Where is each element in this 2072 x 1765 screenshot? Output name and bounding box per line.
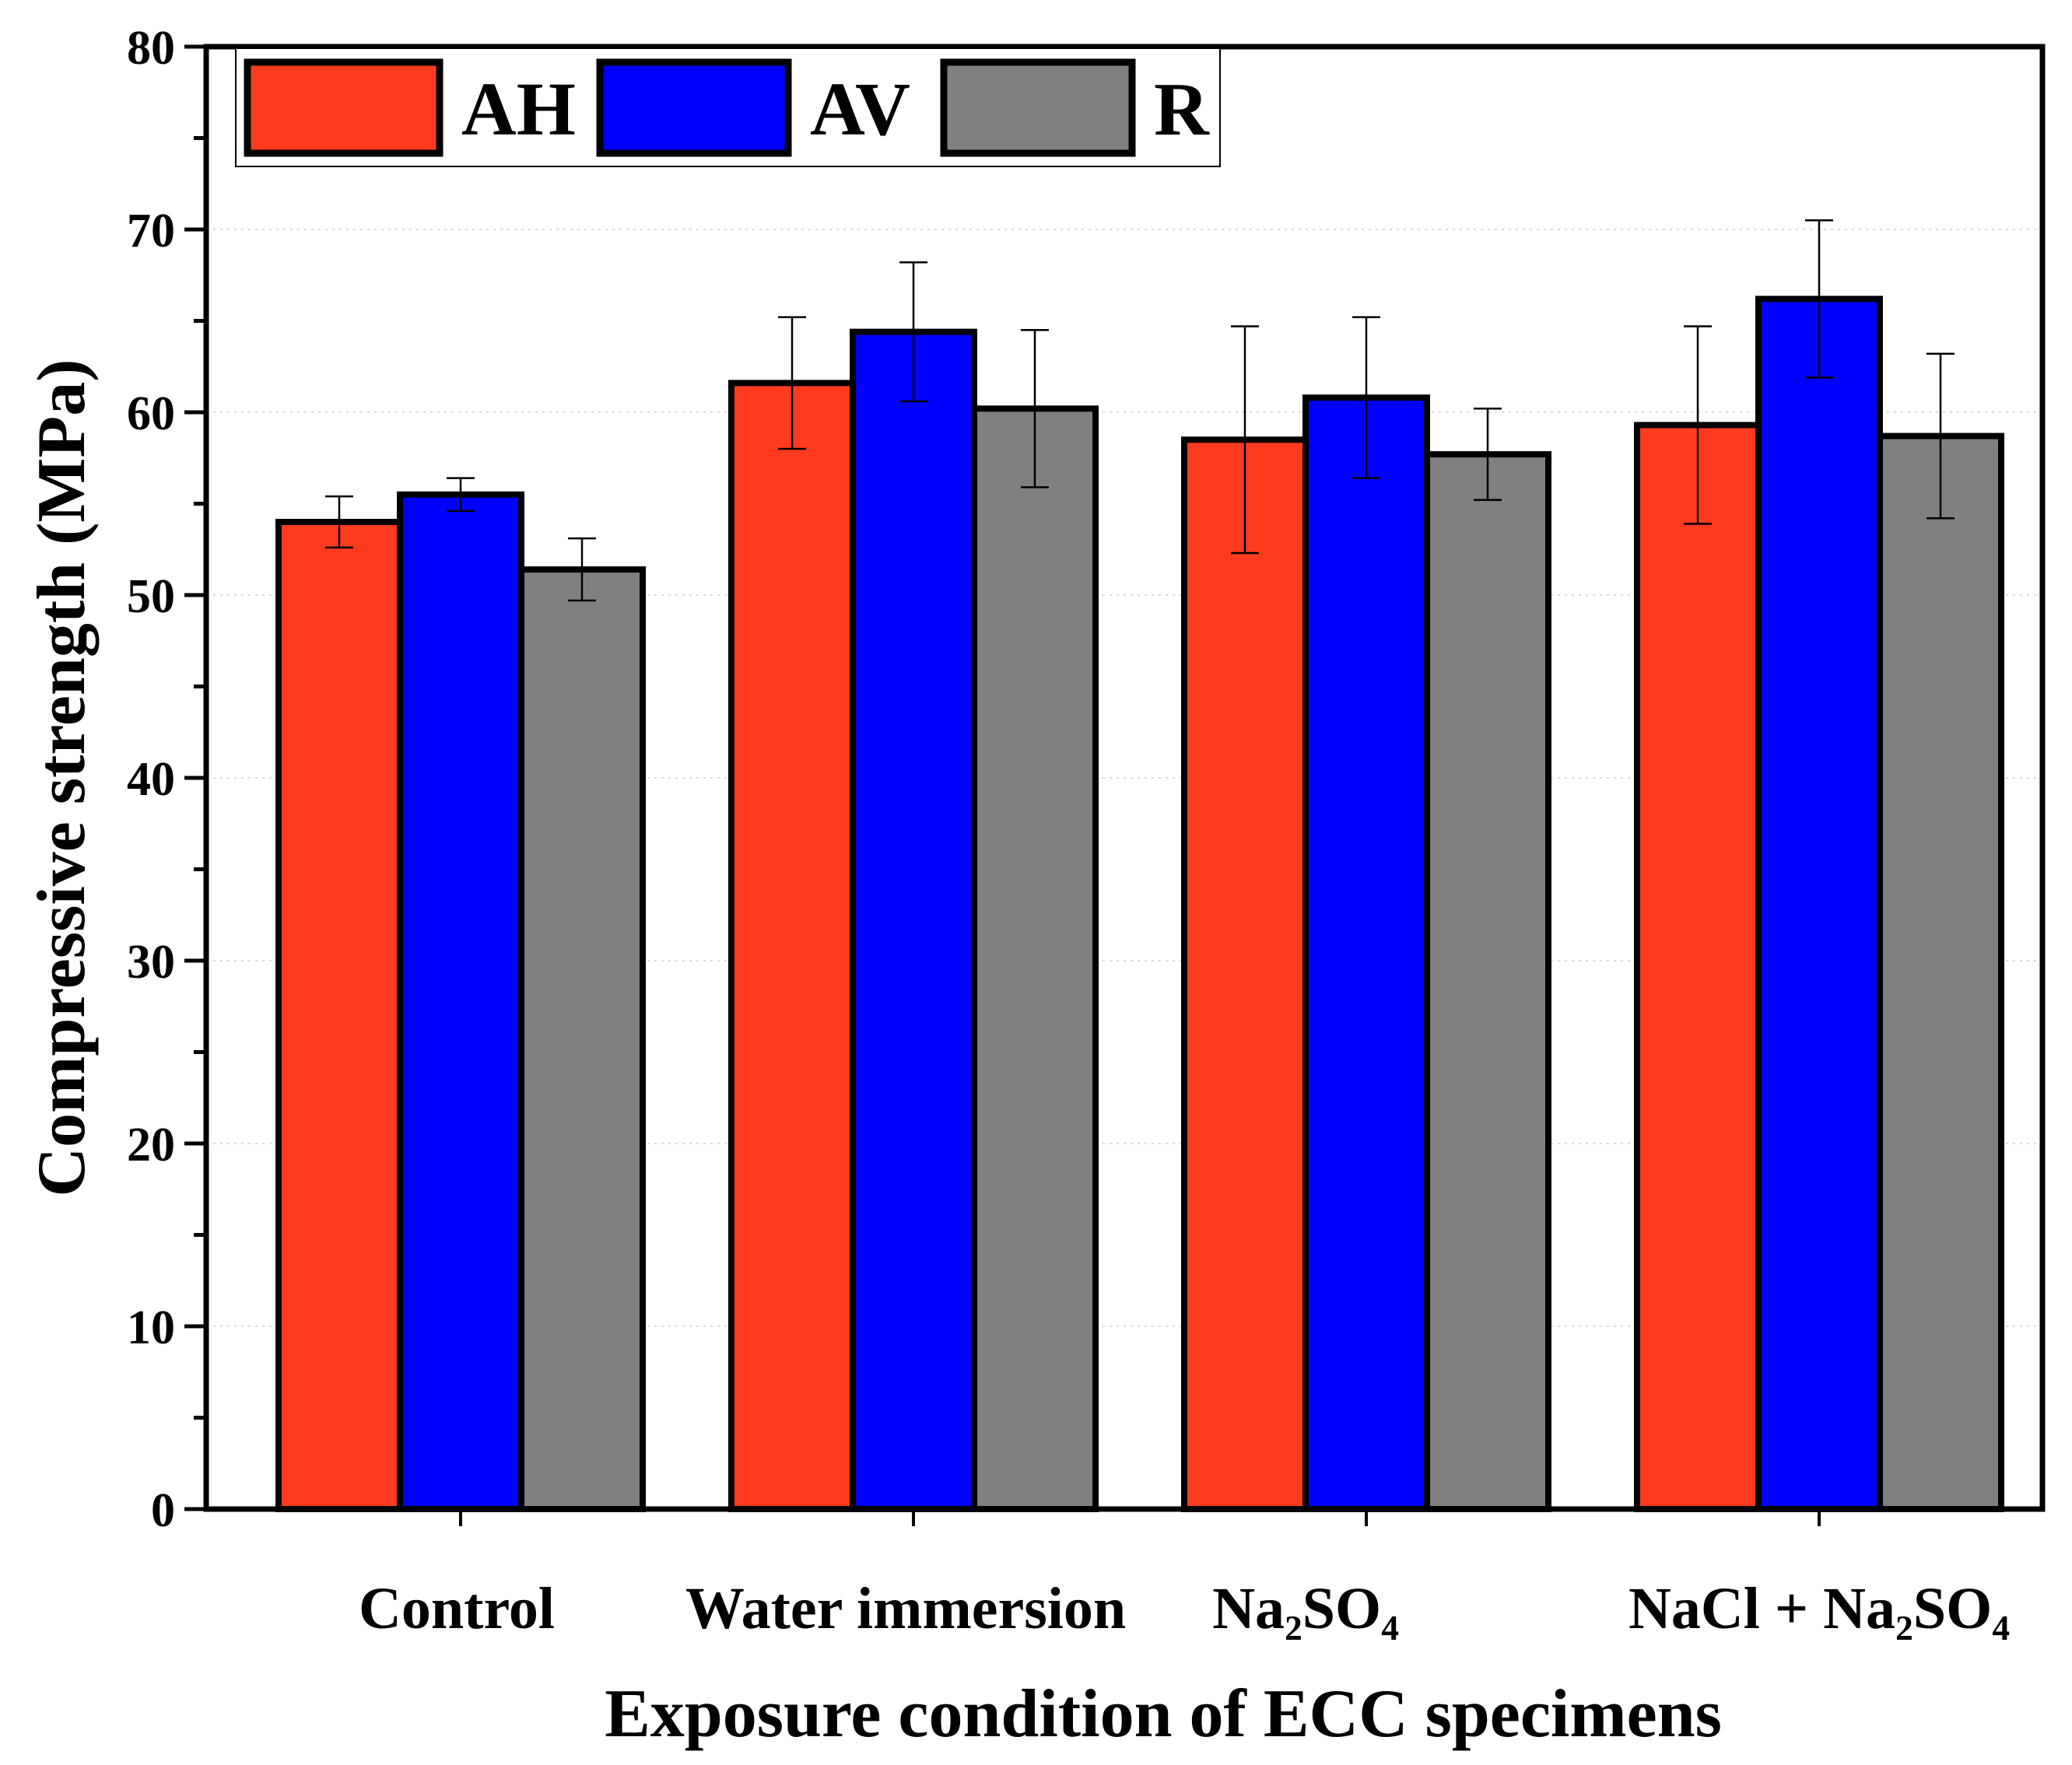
y-tick-label: 30 — [127, 936, 175, 989]
bar-av — [1755, 296, 1883, 1512]
bar-av — [850, 328, 977, 1513]
x-category-label: Control — [359, 1576, 555, 1641]
bar-ah — [1634, 422, 1762, 1513]
bar-av — [397, 491, 524, 1512]
bar-r — [1877, 432, 2004, 1512]
y-tick-label: 80 — [127, 22, 175, 75]
legend-swatch-ah — [244, 58, 443, 157]
bar-ah — [728, 380, 856, 1512]
bar-r — [518, 566, 646, 1512]
y-tick-label: 10 — [127, 1301, 175, 1354]
x-axis-ticks: Control Water immersion Na₂SO₄ NaCl + Na₂SO… — [359, 1509, 2010, 1641]
x-category-label: NaCl + Na₂SO₄ — [1629, 1576, 2010, 1641]
bar-ah — [1181, 436, 1309, 1512]
y-axis-ticks: 0 10 20 30 40 50 60 70 80 — [127, 22, 206, 1537]
y-tick-label: 0 — [151, 1484, 175, 1537]
bar-r — [1424, 451, 1551, 1512]
y-tick-label: 40 — [127, 753, 175, 806]
bars — [275, 296, 2004, 1513]
legend: AH AV R — [235, 47, 1221, 167]
y-tick-label: 70 — [127, 205, 175, 257]
bar-av — [1302, 394, 1430, 1513]
x-category-label: Na₂SO₄ — [1212, 1576, 1399, 1641]
bar-r — [971, 405, 1099, 1512]
x-category-label: Water immersion — [685, 1576, 1126, 1641]
error-bars — [325, 219, 1955, 602]
y-tick-label: 60 — [127, 387, 175, 440]
bar-ah — [275, 519, 403, 1512]
legend-label: AV — [810, 68, 910, 152]
legend-label: R — [1154, 68, 1210, 152]
legend-label: AH — [461, 68, 576, 152]
gridlines — [206, 229, 2042, 1327]
x-axis-title: Exposure condition of ECC specimens — [605, 1676, 1722, 1752]
y-tick-label: 20 — [127, 1119, 175, 1171]
y-axis-title: Compressive strength (MPa) — [24, 359, 100, 1196]
legend-swatch-av — [596, 58, 792, 157]
legend-swatch-r — [940, 58, 1136, 157]
y-tick-label: 50 — [127, 570, 175, 623]
